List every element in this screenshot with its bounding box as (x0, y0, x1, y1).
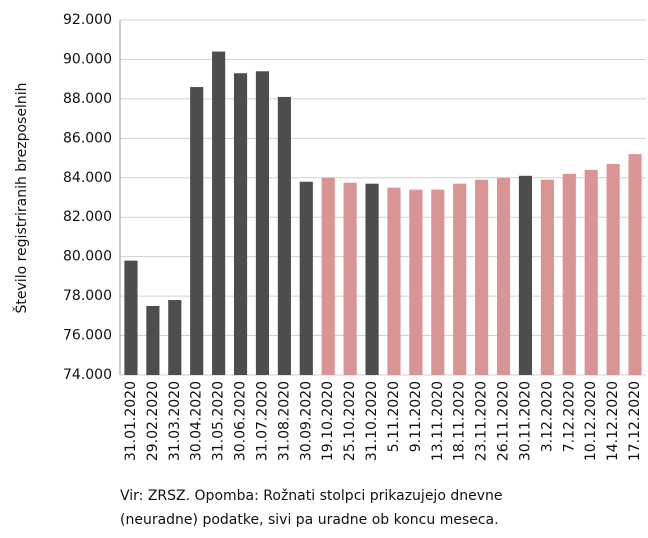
bar (431, 189, 445, 375)
x-tick-label: 23.11.2020 (474, 381, 490, 461)
x-tick-label: 3.12.2020 (539, 381, 555, 452)
x-tick-label: 31.03.2020 (167, 381, 183, 461)
y-tick-label: 90.000 (63, 51, 112, 67)
bar (475, 179, 489, 375)
x-tick-label: 17.12.2020 (627, 381, 643, 461)
x-tick-label: 18.11.2020 (452, 381, 468, 461)
bar (496, 177, 511, 375)
bar (584, 169, 598, 375)
y-tick-label: 74.000 (63, 367, 112, 383)
bar (562, 173, 576, 375)
bar (343, 182, 357, 375)
bar (124, 260, 138, 375)
bar (255, 71, 270, 376)
y-tick-label: 84.000 (63, 170, 112, 186)
x-tick-label: 31.05.2020 (211, 381, 227, 461)
y-tick-label: 82.000 (63, 209, 112, 225)
y-tick-label: 76.000 (63, 328, 112, 344)
bar (277, 96, 291, 376)
x-tick-label: 13.11.2020 (430, 381, 446, 461)
y-tick-label: 78.000 (63, 288, 112, 304)
x-tick-label: 19.10.2020 (320, 381, 336, 461)
x-tick-label: 26.11.2020 (496, 381, 512, 461)
x-tick-label: 30.04.2020 (189, 381, 205, 461)
y-tick-label: 88.000 (63, 91, 112, 107)
bar (190, 87, 204, 376)
x-tick-label: 30.09.2020 (298, 381, 314, 461)
x-tick-label: 14.12.2020 (605, 381, 621, 461)
note: (neuradne) podatke, sivi pa uradne ob ko… (120, 512, 499, 528)
y-axis-label: Število registriranih brezposelnih (12, 83, 30, 314)
bar (365, 183, 379, 375)
x-tick-label: 31.08.2020 (276, 381, 292, 461)
x-tick-label: 5.11.2020 (386, 381, 402, 452)
x-tick-label: 29.02.2020 (145, 381, 161, 461)
x-tick-label: 31.07.2020 (254, 381, 270, 461)
bar (168, 300, 182, 375)
x-tick-label: 25.10.2020 (342, 381, 358, 461)
bar (212, 51, 226, 376)
bar (146, 305, 160, 375)
y-tick-label: 80.000 (63, 249, 112, 265)
bar (540, 179, 554, 375)
bar (409, 189, 423, 375)
bar (606, 163, 620, 375)
note: Vir: ZRSZ. Opomba: Rožnati stolpci prika… (120, 488, 502, 504)
x-tick-label: 7.12.2020 (561, 381, 577, 452)
bar (518, 175, 533, 375)
x-tick-label: 30.06.2020 (233, 381, 249, 461)
bar (321, 177, 335, 375)
x-tick-label: 31.01.2020 (123, 381, 139, 461)
x-tick-label: 30.11.2020 (517, 381, 533, 461)
x-tick-label: 9.11.2020 (408, 381, 424, 452)
bar (387, 187, 401, 375)
bar (628, 154, 642, 375)
y-tick-label: 92.000 (63, 12, 112, 28)
bar (233, 73, 248, 375)
bar (453, 183, 467, 375)
y-tick-label: 86.000 (63, 130, 112, 146)
bar (299, 181, 313, 375)
x-tick-label: 31.10.2020 (364, 381, 380, 461)
x-tick-label: 10.12.2020 (583, 381, 599, 461)
